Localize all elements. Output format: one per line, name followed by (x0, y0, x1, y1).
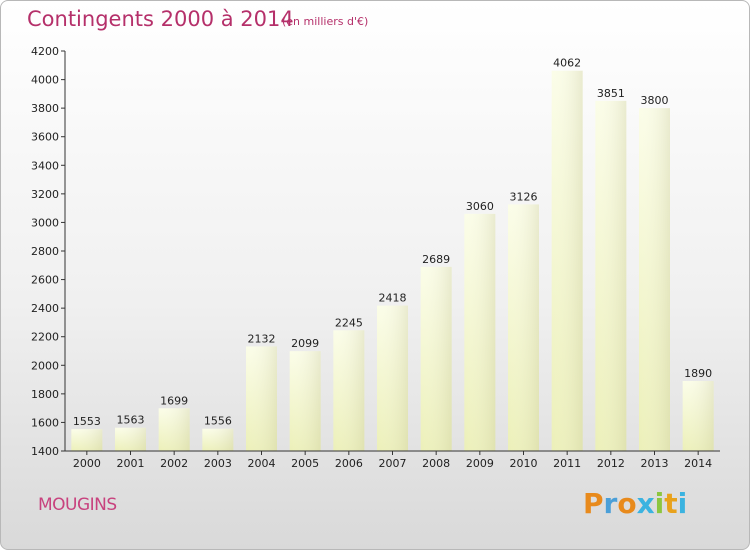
x-tick-label-2002: 2002 (160, 457, 188, 470)
data-labels-group: 1553 1563 1699 1556 2132 2099 2245 2418 2689 3060… (73, 57, 712, 428)
data-label-2007: 2418 (379, 292, 407, 305)
x-axis: 2000 2001 2002 2003 2004 2005 2006 2007 2008 2009… (65, 450, 720, 470)
y-tick-label-1400: 1400 (31, 445, 59, 458)
data-label-2006: 2245 (335, 316, 363, 329)
x-tick-label-2005: 2005 (291, 457, 319, 470)
bar-shade-2001 (115, 427, 146, 451)
chart-subtitle: (en milliers d'€) (282, 15, 369, 28)
bar-shade-2012 (595, 100, 627, 451)
y-tick-label-2000: 2000 (31, 359, 59, 372)
y-axis: 1400 1600 1800 2000 2200 2400 2600 2800 3000 3200… (31, 45, 66, 458)
x-tick-label-2006: 2006 (335, 457, 363, 470)
y-tick-label-2800: 2800 (31, 245, 59, 258)
bar-shade-2006 (333, 330, 365, 451)
x-tick-label-2010: 2010 (510, 457, 538, 470)
x-tick-label-2009: 2009 (466, 457, 494, 470)
y-tick-label-2400: 2400 (31, 302, 59, 315)
data-label-2014: 1890 (684, 367, 712, 380)
data-label-2005: 2099 (291, 337, 319, 350)
x-tick-label-2012: 2012 (597, 457, 625, 470)
chart-title: Contingents 2000 à 2014 (27, 7, 294, 31)
y-tick-label-3800: 3800 (31, 102, 59, 115)
city-name: MOUGINS (38, 495, 117, 515)
x-tick-label-2008: 2008 (422, 457, 450, 470)
bar-shade-2009 (464, 213, 496, 451)
data-label-2004: 2132 (248, 332, 276, 345)
y-tick-label-1600: 1600 (31, 416, 59, 429)
data-label-2002: 1699 (160, 394, 188, 407)
bar-shade-2004 (246, 346, 277, 451)
x-tick-label-2011: 2011 (553, 457, 581, 470)
bar-shade-2003 (202, 428, 234, 451)
bar-shade-2013 (639, 108, 670, 452)
y-tick-label-3200: 3200 (31, 188, 59, 201)
x-tick-label-2000: 2000 (73, 457, 101, 470)
bars-group (71, 70, 714, 452)
bar-shade-2010 (508, 204, 539, 451)
proxiti-logo[interactable]: Proxiti (583, 487, 688, 520)
data-label-2012: 3851 (597, 87, 625, 100)
y-tick-label-2200: 2200 (31, 331, 59, 344)
bar-shade-2011 (551, 70, 583, 451)
bar-shade-2000 (71, 429, 103, 451)
y-tick-label-2600: 2600 (31, 274, 59, 287)
data-label-2013: 3800 (641, 94, 669, 107)
y-tick-label-3600: 3600 (31, 131, 59, 144)
bar-shade-2002 (158, 408, 190, 451)
data-label-2010: 3126 (510, 190, 538, 203)
y-tick-label-1800: 1800 (31, 388, 59, 401)
y-tick-label-3400: 3400 (31, 159, 59, 172)
bar-shade-2008 (420, 266, 452, 451)
data-label-2003: 1556 (204, 415, 232, 428)
data-label-2000: 1553 (73, 415, 101, 428)
y-tick-label-3000: 3000 (31, 216, 59, 229)
data-label-2001: 1563 (117, 414, 145, 427)
x-tick-label-2001: 2001 (117, 457, 145, 470)
data-label-2009: 3060 (466, 200, 494, 213)
x-tick-label-2007: 2007 (379, 457, 407, 470)
data-label-2008: 2689 (422, 253, 450, 266)
bar-shade-2005 (289, 351, 321, 451)
x-tick-label-2014: 2014 (684, 457, 712, 470)
y-tick-label-4000: 4000 (31, 74, 59, 87)
bar-shade-2007 (377, 305, 408, 451)
y-tick-label-4200: 4200 (31, 45, 59, 58)
x-tick-label-2013: 2013 (641, 457, 669, 470)
bar-shade-2014 (682, 381, 714, 451)
x-tick-label-2003: 2003 (204, 457, 232, 470)
x-tick-label-2004: 2004 (248, 457, 276, 470)
data-label-2011: 4062 (553, 57, 581, 70)
